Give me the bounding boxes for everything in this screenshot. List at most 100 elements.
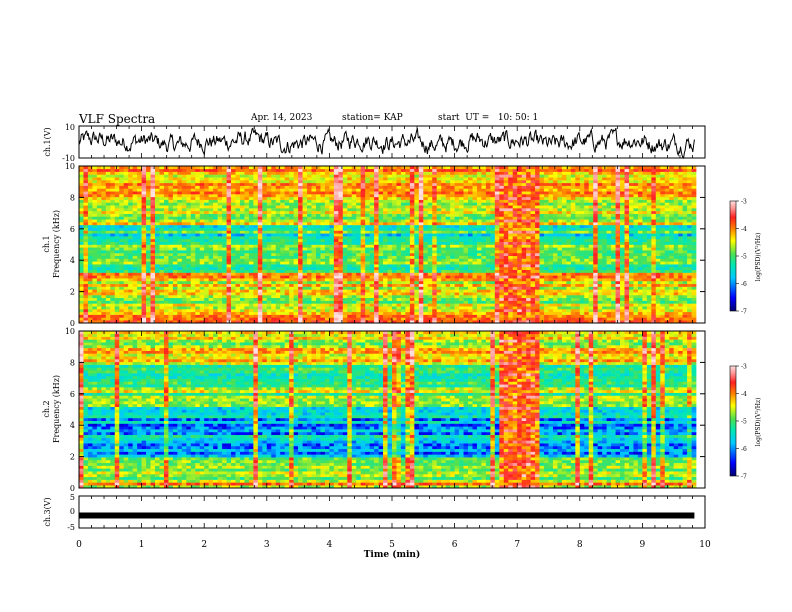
spectrogram-cell xyxy=(101,196,107,200)
spectrogram-cell xyxy=(271,166,277,170)
spectrogram-cell xyxy=(92,244,98,248)
spectrogram-cell xyxy=(351,269,357,273)
spectrogram-cell xyxy=(436,247,442,251)
spectrogram-cell xyxy=(239,300,245,304)
spectrogram-cell xyxy=(190,174,196,178)
spectrogram-cell xyxy=(244,320,250,324)
spectrogram-cell xyxy=(387,230,393,234)
spectrogram-cell xyxy=(226,208,232,212)
spectrogram-cell xyxy=(96,308,102,313)
spectrogram-cell xyxy=(239,236,245,240)
spectrogram-cell xyxy=(114,185,120,189)
spectrogram-cell xyxy=(338,227,344,231)
spectrogram-cell xyxy=(257,264,263,268)
spectrogram-cell xyxy=(468,300,473,304)
spectrogram-cell xyxy=(244,205,250,209)
spectrogram-cell xyxy=(163,272,169,276)
spectrogram-cell xyxy=(132,213,138,217)
spectrogram-cell xyxy=(450,213,455,217)
spectrogram-cell xyxy=(253,210,259,214)
spectrogram-cell xyxy=(141,180,147,184)
spectrogram-cell xyxy=(110,317,116,321)
spectrogram-cell xyxy=(423,294,429,299)
spectrogram-cell xyxy=(222,210,227,214)
spectrogram-cell xyxy=(298,224,303,228)
spectrogram-cell xyxy=(302,168,308,172)
spectrogram-cell xyxy=(231,303,236,307)
spectrogram-cell xyxy=(441,272,446,276)
spectrogram-cell xyxy=(195,280,201,285)
spectrogram-cell xyxy=(186,199,192,203)
spectrogram-cell xyxy=(208,241,214,245)
spectrogram-cell xyxy=(392,308,397,313)
spectrogram-cell xyxy=(132,278,138,282)
spectrogram-cell xyxy=(320,174,326,178)
spectrogram-cell xyxy=(342,250,348,254)
spectrogram-cell xyxy=(472,222,478,226)
spectrogram-cell xyxy=(329,180,335,184)
spectrogram-cell xyxy=(101,236,107,240)
spectrogram-cell xyxy=(262,222,268,226)
spectrogram-cell xyxy=(436,166,442,170)
spectrogram-cell xyxy=(262,236,268,240)
spectrogram-cell xyxy=(239,252,245,257)
spectrogram-cell xyxy=(141,230,147,234)
spectrogram-cell xyxy=(324,306,330,310)
spectrogram-cell xyxy=(110,280,116,285)
spectrogram-cell xyxy=(374,182,379,186)
spectrogram-cell xyxy=(280,252,285,257)
spectrogram-cell xyxy=(293,266,299,271)
spectrogram-cell xyxy=(226,275,232,279)
spectrogram-cell xyxy=(181,216,187,220)
spectrogram-cell xyxy=(329,194,335,198)
spectrogram-cell xyxy=(347,272,353,276)
spectrogram-cell xyxy=(293,196,299,200)
spectrogram-cell xyxy=(213,199,218,203)
spectrogram-cell xyxy=(459,213,464,217)
spectrogram-cell xyxy=(360,306,366,310)
spectrogram-cell xyxy=(226,280,232,285)
spectrogram-cell xyxy=(302,174,308,178)
spectrogram-cell xyxy=(383,306,388,310)
spectrogram-cell xyxy=(172,306,178,310)
spectrogram-cell xyxy=(289,174,294,178)
spectrogram-cell xyxy=(262,188,268,192)
spectrogram-cell xyxy=(123,244,129,248)
spectrogram-cell xyxy=(311,275,317,279)
spectrogram-cell xyxy=(150,210,156,214)
spectrogram-cell xyxy=(459,241,464,245)
spectrogram-cell xyxy=(378,292,384,296)
spectrogram-cell xyxy=(105,174,111,178)
spectrogram-cell xyxy=(222,280,227,285)
spectrogram-cell xyxy=(204,269,209,273)
spectrogram-cell xyxy=(293,269,299,273)
spectrogram-cell xyxy=(356,238,361,242)
spectrogram-cell xyxy=(226,250,232,254)
spectrogram-cell xyxy=(213,306,218,310)
spectrogram-cell xyxy=(280,194,285,198)
spectrogram-cell xyxy=(356,303,361,307)
spectrogram-cell xyxy=(105,264,111,268)
spectrogram-cell xyxy=(378,230,384,234)
spectrogram-cell xyxy=(83,177,89,181)
spectrogram-cell xyxy=(87,171,93,175)
spectrogram-cell xyxy=(284,208,290,212)
spectrogram-cell xyxy=(128,236,133,240)
spectrogram-cell xyxy=(418,210,424,214)
spectrogram-cell xyxy=(181,182,187,186)
spectrogram-cell xyxy=(405,188,411,192)
spectrogram-cell xyxy=(280,166,285,170)
spectrogram-cell xyxy=(105,233,111,237)
spectrogram-cell xyxy=(472,320,478,324)
spectrogram-cell xyxy=(222,182,227,186)
spectrogram-cell xyxy=(128,230,133,234)
spectrogram-cell xyxy=(132,199,138,203)
spectrogram-cell xyxy=(365,320,370,324)
spectrogram-cell xyxy=(239,168,245,172)
spectrogram-cell xyxy=(87,185,93,189)
spectrogram-cell xyxy=(436,278,442,282)
spectrogram-cell xyxy=(374,272,379,276)
spectrogram-cell xyxy=(347,261,353,265)
spectrogram-cell xyxy=(146,222,151,226)
spectrogram-cell xyxy=(472,244,478,248)
